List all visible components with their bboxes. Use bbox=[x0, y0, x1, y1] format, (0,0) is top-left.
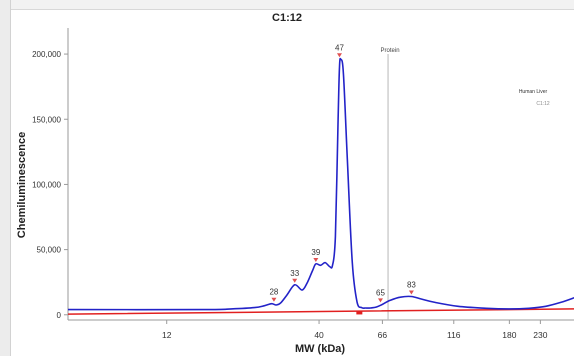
y-tick-label: 200,000 bbox=[32, 50, 61, 59]
peak-marker bbox=[292, 278, 298, 283]
peak-label: 28 bbox=[269, 288, 278, 297]
peak-marker bbox=[336, 53, 342, 58]
x-tick-label: 116 bbox=[447, 330, 461, 340]
series-line-c1-12 bbox=[67, 57, 574, 311]
x-tick-label: 230 bbox=[533, 330, 547, 340]
x-tick-label: 12 bbox=[162, 330, 172, 340]
peak-label: 47 bbox=[335, 43, 344, 52]
y-tick-label: 50,000 bbox=[37, 246, 62, 255]
y-axis-title: Chemiluminescence bbox=[16, 132, 28, 238]
window-top-bar bbox=[0, 0, 574, 10]
series-layer bbox=[67, 57, 574, 315]
legend-entry-human-liver: Human Liver bbox=[519, 89, 548, 95]
peak-marker bbox=[271, 297, 277, 302]
x-tick-label: 66 bbox=[378, 330, 388, 340]
y-tick-label: 150,000 bbox=[32, 115, 61, 124]
peak-label: 33 bbox=[290, 269, 299, 278]
x-axis-title: MW (kDa) bbox=[295, 343, 345, 355]
x-tick-label: 180 bbox=[502, 330, 516, 340]
chart-title: C1:12 bbox=[272, 12, 302, 24]
series-line-human-liver bbox=[67, 308, 574, 315]
peak-label: 65 bbox=[376, 288, 385, 297]
peak-marker bbox=[313, 257, 319, 262]
window-left-bar bbox=[0, 0, 11, 356]
protein-reference-label: Protein bbox=[381, 48, 400, 54]
x-axis-ticks: 12 40 66 116 180 230 bbox=[162, 320, 548, 340]
peak-marker bbox=[408, 290, 414, 295]
peak-labels: 28 33 39 47 65 83 bbox=[269, 43, 416, 303]
x-tick-label: 40 bbox=[314, 330, 324, 340]
y-axis-ticks: 0 50,000 100,000 150,000 200,000 bbox=[32, 50, 68, 320]
peak-label: 83 bbox=[407, 281, 416, 290]
baseline-marker bbox=[356, 311, 363, 315]
peak-label: 39 bbox=[311, 248, 320, 257]
legend-entry-c1-12: C1:12 bbox=[536, 101, 550, 107]
y-tick-label: 100,000 bbox=[32, 180, 61, 189]
y-tick-label: 0 bbox=[57, 311, 62, 320]
peak-marker bbox=[377, 298, 383, 303]
